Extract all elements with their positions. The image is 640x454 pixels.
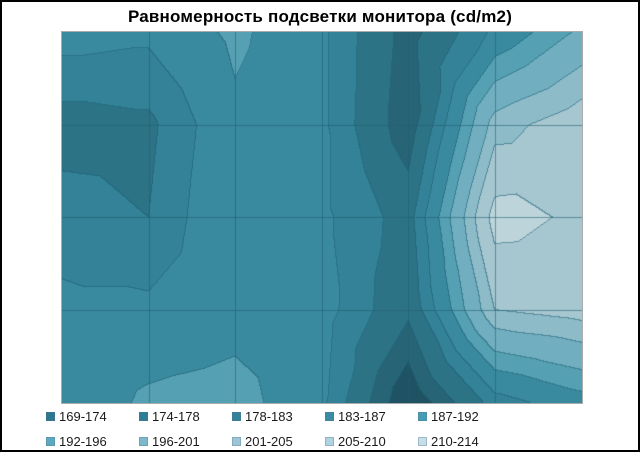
legend-swatch-icon [325,437,334,446]
legend-swatch-icon [418,412,427,421]
chart-title: Равномерность подсветки монитора (cd/m2) [127,7,513,26]
legend-label: 169-174 [59,409,107,424]
legend-row-1: 169-174 174-178 178-183 183-187 187-192 [46,404,606,429]
contour-plot-canvas [62,32,582,403]
legend: 169-174 174-178 178-183 183-187 187-192 192-… [46,404,606,454]
legend-label: 178-183 [245,409,293,424]
legend-item: 201-205 [232,434,325,449]
legend-label: 201-205 [245,434,293,449]
legend-swatch-icon [46,412,55,421]
legend-row-2: 192-196 196-201 201-205 205-210 210-214 [46,429,606,454]
legend-item: 196-201 [139,434,232,449]
legend-item: 210-214 [418,434,511,449]
legend-swatch-icon [46,437,55,446]
legend-label: 196-201 [152,434,200,449]
legend-swatch-icon [139,437,148,446]
legend-swatch-icon [232,412,241,421]
legend-item: 174-178 [139,409,232,424]
legend-swatch-icon [418,437,427,446]
legend-item: 183-187 [325,409,418,424]
legend-item: 178-183 [232,409,325,424]
legend-label: 205-210 [338,434,386,449]
legend-label: 183-187 [338,409,386,424]
legend-swatch-icon [325,412,334,421]
plot-area [61,31,583,404]
legend-swatch-icon [232,437,241,446]
legend-label: 174-178 [152,409,200,424]
legend-item: 192-196 [46,434,139,449]
legend-label: 187-192 [431,409,479,424]
legend-item: 187-192 [418,409,511,424]
legend-item: 169-174 [46,409,139,424]
legend-swatch-icon [139,412,148,421]
legend-label: 210-214 [431,434,479,449]
legend-label: 192-196 [59,434,107,449]
legend-item: 205-210 [325,434,418,449]
